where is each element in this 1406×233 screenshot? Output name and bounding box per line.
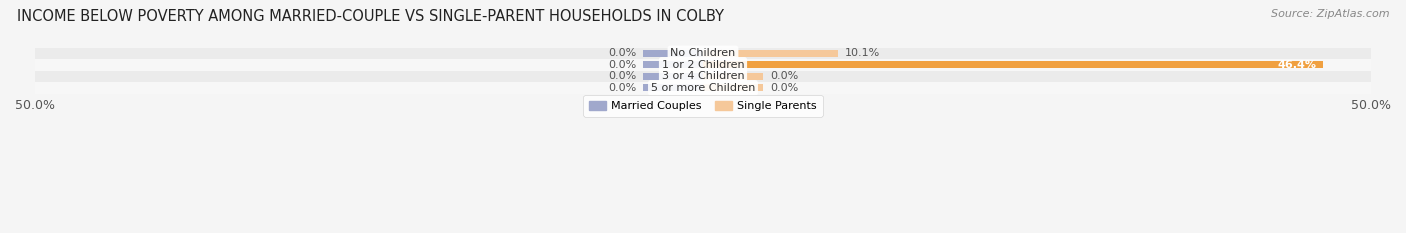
Bar [643, 61, 703, 69]
Text: Source: ZipAtlas.com: Source: ZipAtlas.com [1271, 9, 1389, 19]
Text: No Children: No Children [671, 48, 735, 58]
Bar [643, 73, 703, 80]
Text: 0.0%: 0.0% [607, 71, 636, 81]
Bar [703, 84, 763, 92]
Bar [35, 59, 1371, 71]
Legend: Married Couples, Single Parents: Married Couples, Single Parents [583, 95, 823, 117]
Bar [643, 50, 703, 57]
Bar [35, 48, 1371, 59]
Bar [35, 82, 1371, 94]
Text: INCOME BELOW POVERTY AMONG MARRIED-COUPLE VS SINGLE-PARENT HOUSEHOLDS IN COLBY: INCOME BELOW POVERTY AMONG MARRIED-COUPL… [17, 9, 724, 24]
Text: 0.0%: 0.0% [607, 48, 636, 58]
Text: 3 or 4 Children: 3 or 4 Children [662, 71, 744, 81]
Text: 1 or 2 Children: 1 or 2 Children [662, 60, 744, 70]
Text: 0.0%: 0.0% [607, 60, 636, 70]
Bar [703, 61, 1323, 69]
Bar [35, 71, 1371, 82]
Text: 46.4%: 46.4% [1277, 60, 1316, 70]
Text: 0.0%: 0.0% [770, 83, 799, 93]
Text: 10.1%: 10.1% [845, 48, 880, 58]
Bar [703, 50, 838, 57]
Text: 0.0%: 0.0% [607, 83, 636, 93]
Bar [703, 73, 763, 80]
Text: 0.0%: 0.0% [770, 71, 799, 81]
Bar [643, 84, 703, 92]
Text: 5 or more Children: 5 or more Children [651, 83, 755, 93]
